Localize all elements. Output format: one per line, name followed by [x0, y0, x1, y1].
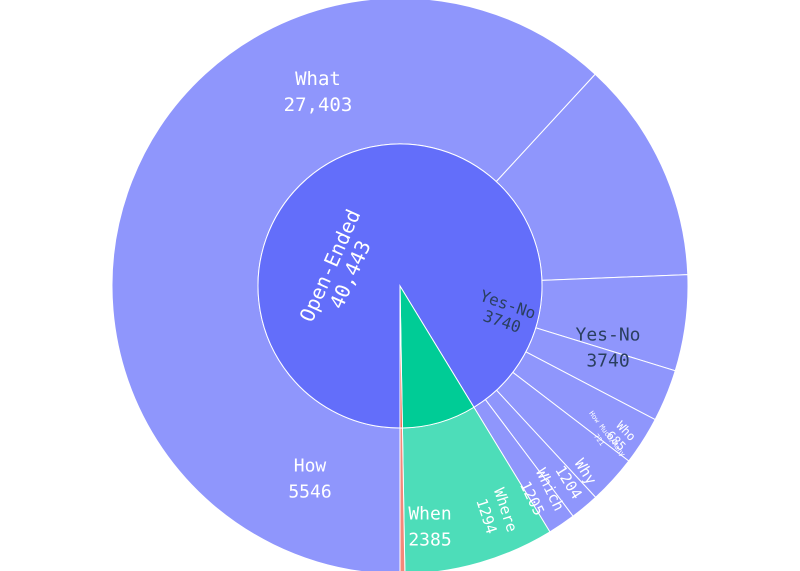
outer-label-yes-no: Yes-No 3740 [575, 325, 640, 372]
outer-label-name: What [295, 68, 341, 90]
outer-label-what: What 27,403 [284, 68, 353, 116]
outer-label-when: When 2385 [408, 504, 451, 551]
outer-label-value: 27,403 [284, 94, 353, 116]
outer-ring [111, 0, 689, 571]
outer-label-value: 3740 [586, 351, 629, 372]
inner-slice-open-ended[interactable] [257, 143, 543, 429]
inner-ring [257, 143, 543, 429]
outer-label-how: How 5546 [288, 456, 331, 503]
outer-label-value: 5546 [288, 482, 331, 503]
outer-label-name: Yes-No [575, 325, 640, 346]
outer-label-name: How [294, 456, 327, 477]
outer-label-name: When [408, 504, 451, 525]
outer-label-value: 2385 [408, 530, 451, 551]
inner-slice-other[interactable] [399, 285, 403, 429]
